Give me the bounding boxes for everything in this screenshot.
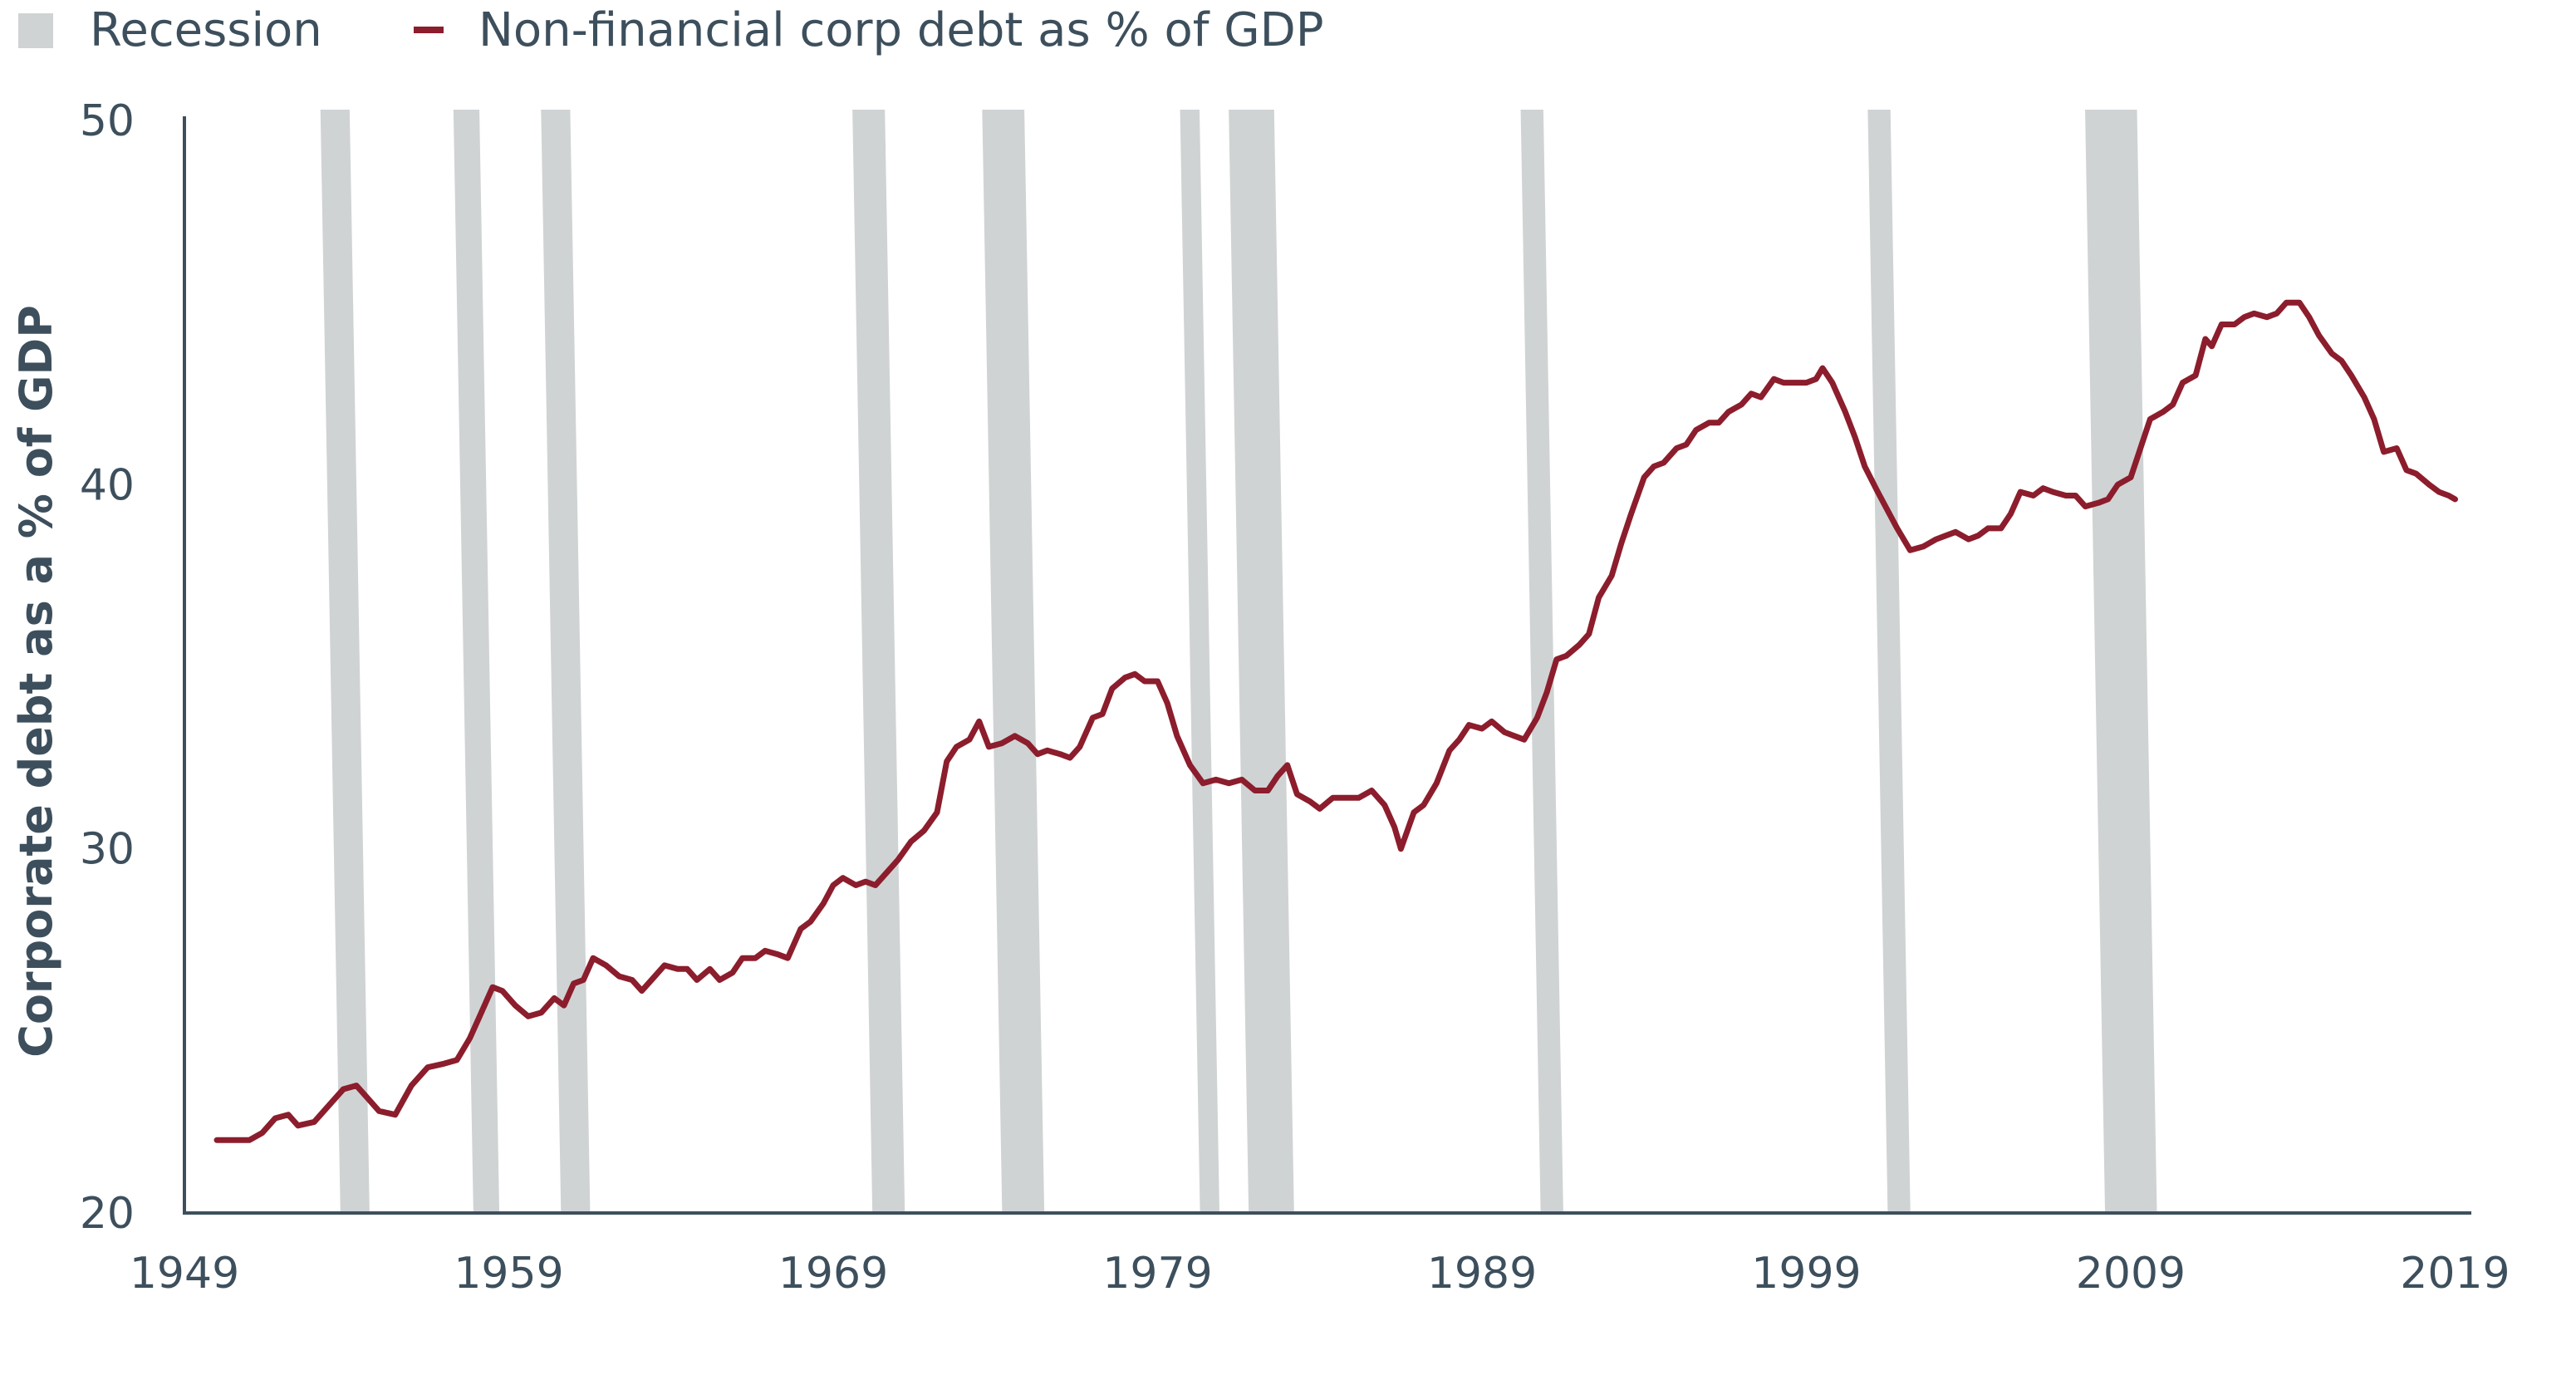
x-tick-label-1959: 1959: [454, 1249, 563, 1299]
recession-band-6: [1180, 110, 1219, 1211]
y-tick-label-50: 50: [80, 96, 135, 146]
series-line-corp-debt: [213, 299, 2458, 1143]
legend-recession-label: Recession: [90, 3, 322, 57]
x-tick-label-1979: 1979: [1102, 1249, 1212, 1299]
y-tick-label-30: 30: [80, 825, 135, 875]
legend: Recession Non-financial corp debt as % o…: [18, 3, 1324, 57]
x-tick-label-1969: 1969: [778, 1249, 888, 1299]
x-tick-label-2019: 2019: [2400, 1249, 2510, 1299]
recession-band-8: [1520, 110, 1563, 1211]
y-axis-label: Corporate debt as a % of GDP: [10, 305, 62, 1058]
recession-band-7: [1229, 110, 1294, 1211]
x-tick-labels: 1949 1959 1969 1979 1989 1999 2009 2019: [130, 1249, 2510, 1299]
recession-bands: [320, 110, 2157, 1211]
x-tick-label-1989: 1989: [1427, 1249, 1537, 1299]
y-tick-labels: 20 30 40 50: [80, 96, 135, 1239]
x-tick-label-1999: 1999: [1751, 1249, 1861, 1299]
legend-recession-swatch: [18, 13, 53, 48]
recession-band-2: [453, 110, 500, 1211]
recession-band-4: [852, 110, 905, 1211]
recession-band-10: [2085, 110, 2157, 1211]
y-tick-label-40: 40: [80, 460, 135, 510]
x-tick-label-1949: 1949: [130, 1249, 239, 1299]
recession-band-9: [1867, 110, 1911, 1211]
recession-band-5: [982, 110, 1045, 1211]
recession-band-3: [541, 110, 591, 1211]
y-tick-label-20: 20: [80, 1189, 135, 1239]
legend-series-label: Non-financial corp debt as % of GDP: [478, 3, 1324, 57]
recession-band-1: [320, 110, 370, 1211]
x-tick-label-2009: 2009: [2076, 1249, 2186, 1299]
